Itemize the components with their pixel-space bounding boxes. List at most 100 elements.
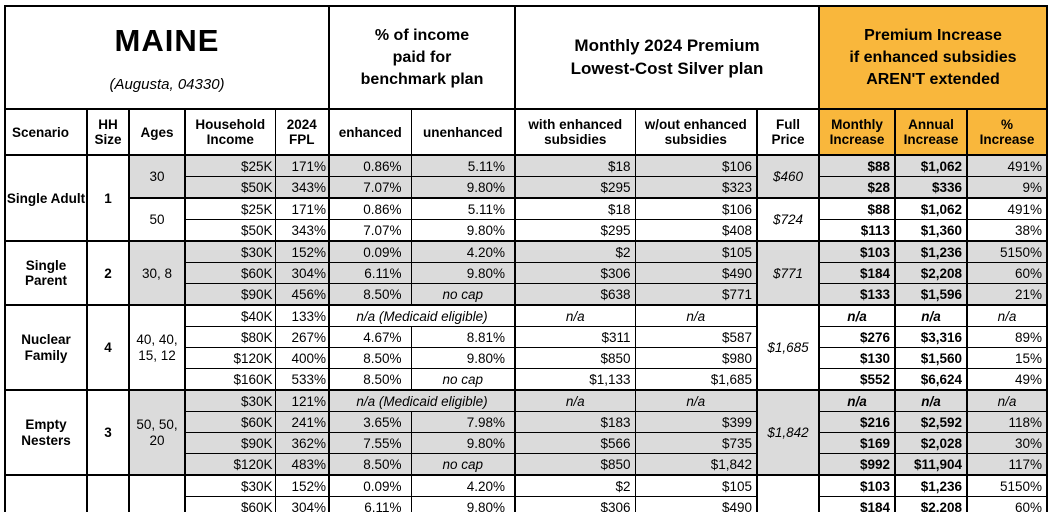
cell-income: $25K: [184, 154, 276, 178]
cell-with-subsidies: $1,133: [514, 368, 636, 391]
cell-without-subsidies: $106: [634, 197, 758, 221]
cell-income: $60K: [184, 411, 276, 434]
cell-fpl: 121%: [274, 389, 330, 413]
cell-monthly-increase: $88: [818, 154, 896, 178]
cell-annual-increase: $6,624: [894, 368, 968, 391]
cell-annual-increase: $2,208: [894, 262, 968, 285]
cell-annual-increase: $1,062: [894, 154, 968, 178]
cell-without-subsidies: $490: [634, 496, 758, 512]
cell-without-subsidies: n/a: [634, 304, 758, 328]
col-header-without-subsidies: w/out enhanced subsidies: [634, 108, 758, 156]
cell-monthly-increase: $276: [818, 326, 896, 349]
cell-income: $30K: [184, 240, 276, 264]
cell-with-subsidies: $18: [514, 197, 636, 221]
cell-annual-increase: $2,208: [894, 496, 968, 512]
cell-unenhanced-pct: 9.80%: [410, 219, 516, 242]
cell-with-subsidies: $850: [514, 453, 636, 476]
cell-income: $25K: [184, 197, 276, 221]
cell-fpl: 483%: [274, 453, 330, 476]
cell-enhanced-pct: 0.09%: [328, 240, 412, 264]
cell-full-price: $1,685: [756, 304, 820, 391]
premium-comparison-table: MAINE (Augusta, 04330) % of income paid …: [4, 5, 1048, 512]
cell-enhanced-pct: 8.50%: [328, 453, 412, 476]
cell-monthly-increase: $216: [818, 411, 896, 434]
cell-monthly-increase: $88: [818, 197, 896, 221]
cell-with-subsidies: $295: [514, 219, 636, 242]
cell-income: $120K: [184, 347, 276, 370]
cell-pct-increase: n/a: [966, 389, 1048, 413]
cell-unenhanced-pct: no cap: [410, 368, 516, 391]
cell-income: $160K: [184, 368, 276, 391]
cell-unenhanced-pct: 4.20%: [410, 240, 516, 264]
table-body: Single Adult 1 30 $25K 171% 0.86% 5.11% $18 $106…: [4, 154, 1048, 512]
cell-fpl: 343%: [274, 219, 330, 242]
cell-enhanced-pct: 0.86%: [328, 154, 412, 178]
col-header-with-subsidies: with enhanced subsidies: [514, 108, 636, 156]
cell-without-subsidies: $587: [634, 326, 758, 349]
col-header-fpl: 2024 FPL: [274, 108, 330, 156]
cell-income: $40K: [184, 304, 276, 328]
cell-fpl: 133%: [274, 304, 330, 328]
cell-monthly-increase: $103: [818, 474, 896, 498]
cell-pct-increase: 49%: [966, 368, 1048, 391]
cell-unenhanced-pct: no cap: [410, 283, 516, 306]
cell-hh-size: 1: [86, 154, 130, 242]
cell-annual-increase: $1,596: [894, 283, 968, 306]
cell-full-price: $771: [756, 240, 820, 306]
cell-ages: 40, 40, 15, 12: [128, 304, 186, 391]
cell-scenario: Nuclear Family: [4, 304, 88, 391]
col-header-annual-increase: Annual Increase: [894, 108, 968, 156]
cell-without-subsidies: $105: [634, 474, 758, 498]
cell-annual-increase: $3,316: [894, 326, 968, 349]
cell-pct-increase: 118%: [966, 411, 1048, 434]
cell-without-subsidies: $735: [634, 432, 758, 455]
cell-unenhanced-pct: 5.11%: [410, 197, 516, 221]
col-header-household-income: Household Income: [184, 108, 276, 156]
cell-hh-size: 3: [86, 389, 130, 476]
cell-enhanced-pct: 8.50%: [328, 283, 412, 306]
cell-full-price: $460: [756, 154, 820, 199]
cell-with-subsidies: $295: [514, 176, 636, 199]
cell-enhanced-pct: 7.07%: [328, 176, 412, 199]
cell-income: $30K: [184, 389, 276, 413]
cell-fpl: 152%: [274, 474, 330, 498]
cell-pct-increase: 30%: [966, 432, 1048, 455]
cell-fpl: 343%: [274, 176, 330, 199]
cell-annual-increase: $1,236: [894, 240, 968, 264]
cell-unenhanced-pct: no cap: [410, 453, 516, 476]
cell-income: $60K: [184, 496, 276, 512]
cell-with-subsidies: n/a: [514, 389, 636, 413]
cell-unenhanced-pct: 8.81%: [410, 326, 516, 349]
cell-pct-increase: 5150%: [966, 474, 1048, 498]
cell-monthly-increase: $113: [818, 219, 896, 242]
cell-monthly-increase: $130: [818, 347, 896, 370]
col-header-pct-increase: % Increase: [966, 108, 1048, 156]
cell-enhanced-pct: 6.11%: [328, 496, 412, 512]
cell-unenhanced-pct: 7.98%: [410, 411, 516, 434]
cell-with-subsidies: $566: [514, 432, 636, 455]
cell-fpl: 152%: [274, 240, 330, 264]
cell-income: $120K: [184, 453, 276, 476]
cell-income: $90K: [184, 432, 276, 455]
cell-ages: 50: [128, 197, 186, 242]
col-header-enhanced: enhanced: [328, 108, 412, 156]
col-header-unenhanced: unenhanced: [410, 108, 516, 156]
cell-fpl: 304%: [274, 496, 330, 512]
cell-monthly-increase: $169: [818, 432, 896, 455]
cell-annual-increase: $2,592: [894, 411, 968, 434]
cell-pct-increase: 60%: [966, 496, 1048, 512]
increase-group-header: Premium Increase if enhanced subsidies A…: [818, 5, 1048, 110]
cell-annual-increase: $11,904: [894, 453, 968, 476]
cell-fpl: 241%: [274, 411, 330, 434]
cell-monthly-increase: $103: [818, 240, 896, 264]
cell-pct-increase: 117%: [966, 453, 1048, 476]
cell-hh-size: 4: [86, 304, 130, 391]
cell-fpl: 400%: [274, 347, 330, 370]
cell-fpl: 171%: [274, 197, 330, 221]
cell-ages: 30, 8: [128, 240, 186, 306]
cell-fpl: 456%: [274, 283, 330, 306]
col-header-monthly-increase: Monthly Increase: [818, 108, 896, 156]
cell-income: $90K: [184, 283, 276, 306]
cell-pct-increase: 60%: [966, 262, 1048, 285]
cell-without-subsidies: $1,842: [634, 453, 758, 476]
